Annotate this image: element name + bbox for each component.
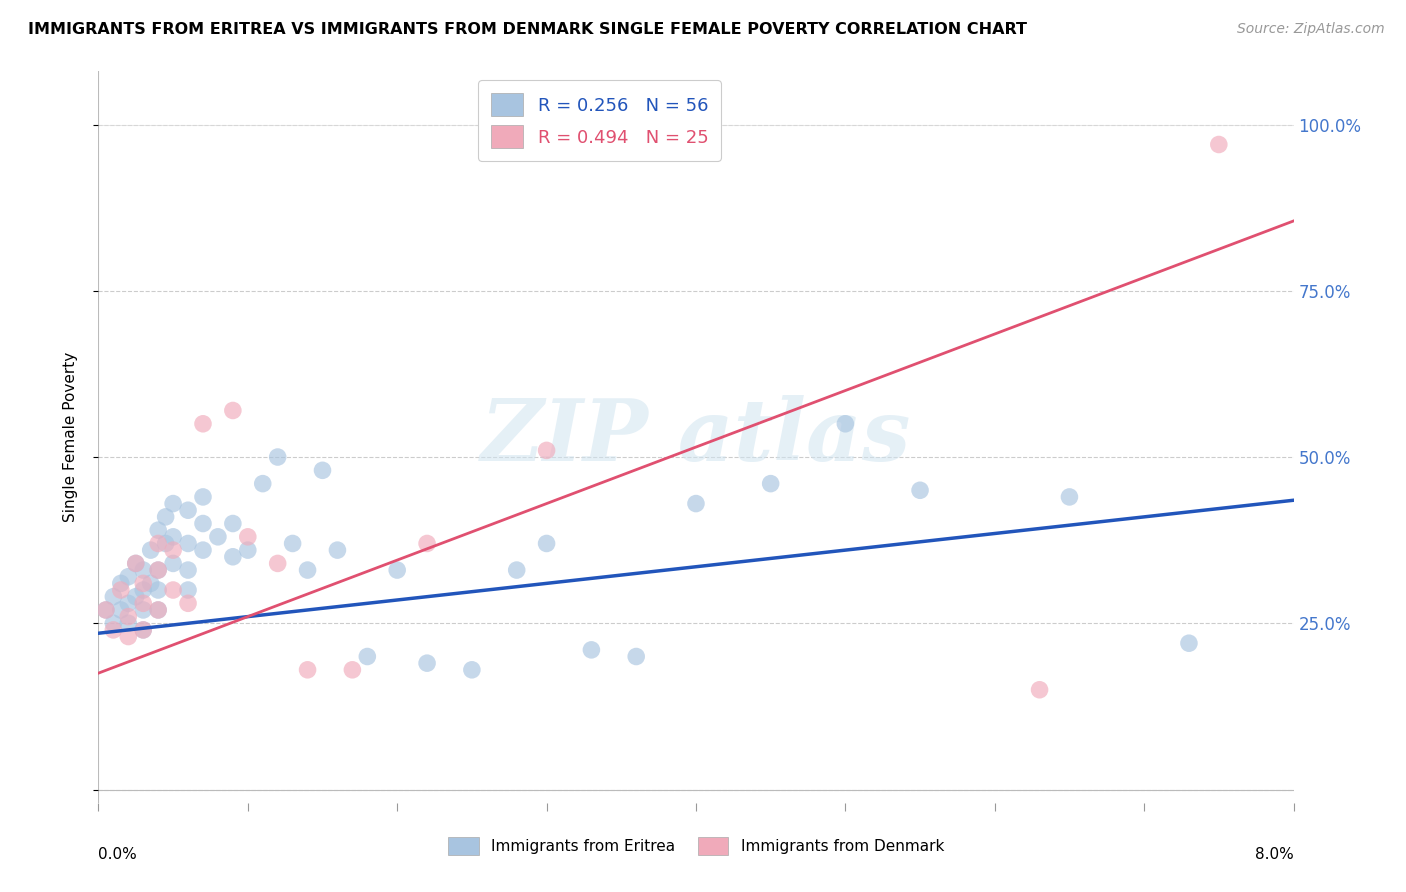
Point — [132, 576, 155, 591]
Point — [125, 590, 148, 604]
Point — [1208, 137, 1230, 152]
Point — [162, 497, 184, 511]
Point — [162, 582, 184, 597]
Point — [132, 603, 155, 617]
Point — [110, 603, 132, 617]
Point — [148, 603, 170, 617]
Point — [177, 503, 200, 517]
Point — [908, 483, 931, 498]
Point — [1028, 682, 1050, 697]
Point — [326, 543, 349, 558]
Text: IMMIGRANTS FROM ERITREA VS IMMIGRANTS FROM DENMARK SINGLE FEMALE POVERTY CORRELA: IMMIGRANTS FROM ERITREA VS IMMIGRANTS FR… — [28, 22, 1028, 37]
Point — [103, 590, 125, 604]
Point — [1178, 636, 1201, 650]
Point — [148, 563, 170, 577]
Point — [222, 516, 245, 531]
Point — [685, 497, 707, 511]
Point — [117, 596, 139, 610]
Text: Source: ZipAtlas.com: Source: ZipAtlas.com — [1237, 22, 1385, 37]
Point — [222, 403, 245, 417]
Point — [191, 516, 214, 531]
Point — [139, 576, 162, 591]
Point — [281, 536, 304, 550]
Point — [177, 596, 200, 610]
Point — [162, 543, 184, 558]
Point — [207, 530, 229, 544]
Point — [148, 536, 170, 550]
Point — [125, 557, 148, 571]
Point — [139, 543, 162, 558]
Point — [581, 643, 603, 657]
Point — [132, 563, 155, 577]
Point — [110, 582, 132, 597]
Point — [356, 649, 378, 664]
Point — [461, 663, 484, 677]
Point — [117, 570, 139, 584]
Point — [191, 417, 214, 431]
Point — [148, 563, 170, 577]
Point — [267, 450, 290, 464]
Point — [177, 582, 200, 597]
Point — [536, 443, 558, 458]
Point — [506, 563, 529, 577]
Point — [177, 536, 200, 550]
Point — [148, 523, 170, 537]
Point — [536, 536, 558, 550]
Point — [759, 476, 782, 491]
Point — [132, 596, 155, 610]
Point — [267, 557, 290, 571]
Point — [191, 490, 214, 504]
Point — [125, 557, 148, 571]
Point — [222, 549, 245, 564]
Point — [297, 563, 319, 577]
Point — [117, 609, 139, 624]
Point — [162, 530, 184, 544]
Point — [236, 530, 259, 544]
Point — [155, 509, 177, 524]
Point — [148, 603, 170, 617]
Point — [162, 557, 184, 571]
Point — [311, 463, 333, 477]
Legend: Immigrants from Eritrea, Immigrants from Denmark: Immigrants from Eritrea, Immigrants from… — [441, 831, 950, 861]
Point — [236, 543, 259, 558]
Point — [117, 630, 139, 644]
Text: 8.0%: 8.0% — [1254, 847, 1294, 862]
Y-axis label: Single Female Poverty: Single Female Poverty — [63, 352, 77, 522]
Point — [834, 417, 856, 431]
Point — [1059, 490, 1081, 504]
Point — [132, 623, 155, 637]
Point — [103, 616, 125, 631]
Point — [177, 563, 200, 577]
Text: 0.0%: 0.0% — [98, 847, 138, 862]
Point — [252, 476, 274, 491]
Point — [132, 623, 155, 637]
Point — [132, 582, 155, 597]
Point — [191, 543, 214, 558]
Point — [110, 576, 132, 591]
Point — [416, 536, 439, 550]
Point — [626, 649, 648, 664]
Point — [94, 603, 117, 617]
Point — [148, 582, 170, 597]
Point — [416, 656, 439, 670]
Point — [385, 563, 409, 577]
Point — [342, 663, 364, 677]
Point — [155, 536, 177, 550]
Point — [103, 623, 125, 637]
Text: ZIP atlas: ZIP atlas — [481, 395, 911, 479]
Point — [117, 616, 139, 631]
Point — [94, 603, 117, 617]
Point — [297, 663, 319, 677]
